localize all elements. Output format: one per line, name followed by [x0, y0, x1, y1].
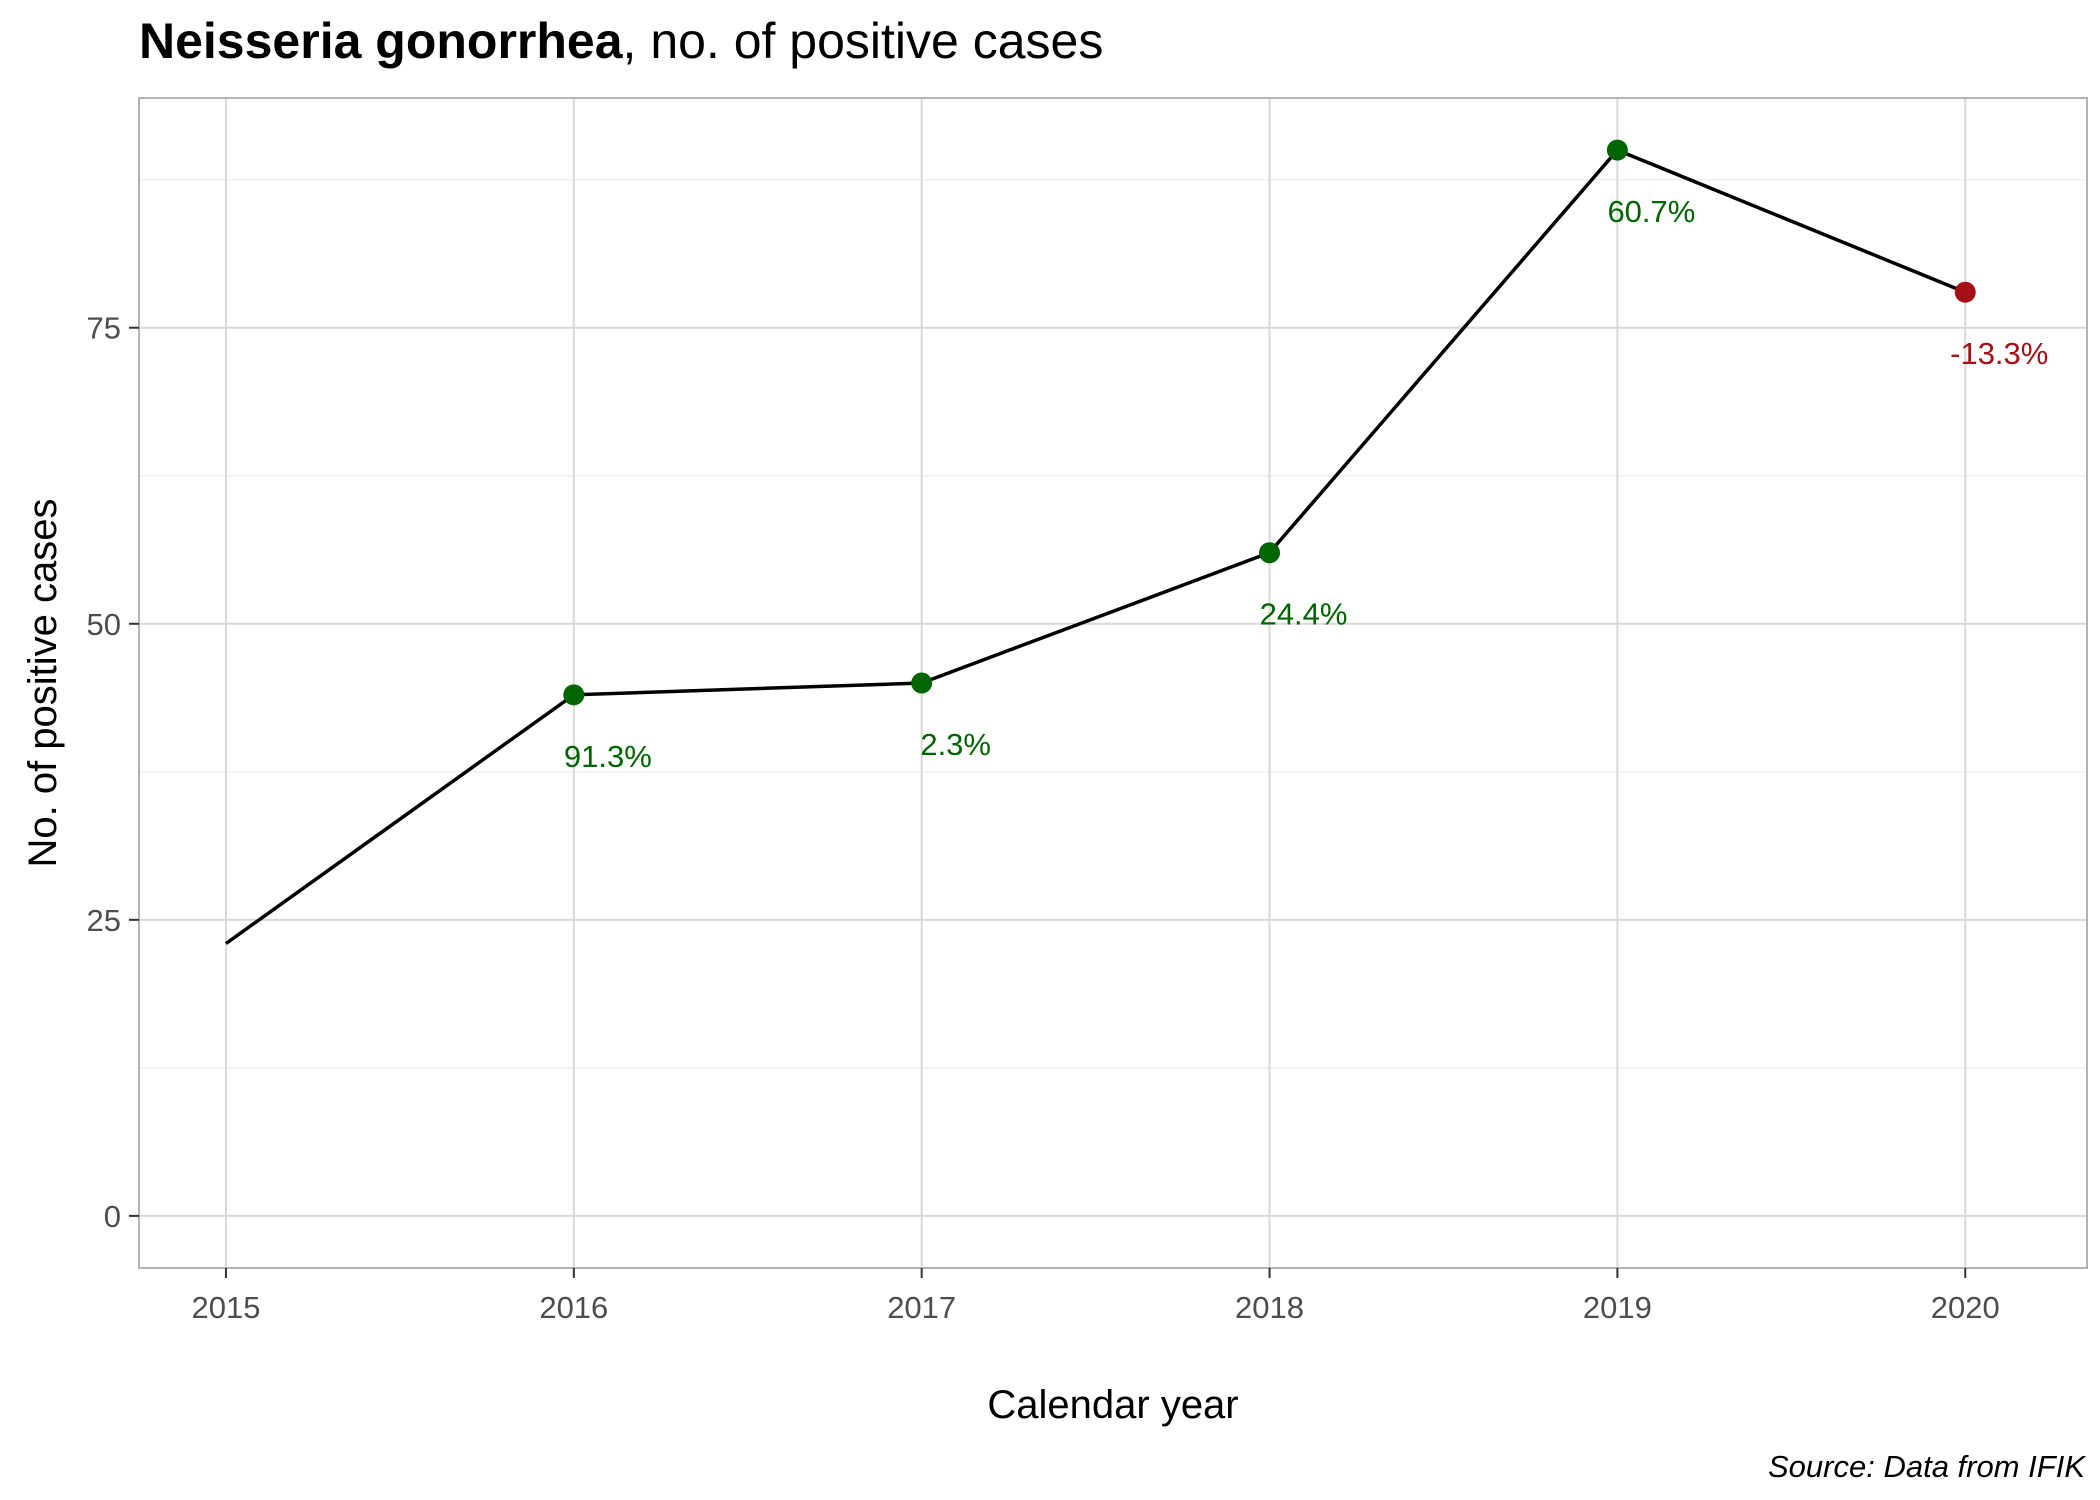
x-tick-label: 2016 [539, 1290, 608, 1325]
change-label: -13.3% [1950, 336, 2048, 371]
y-axis-title: No. of positive cases [21, 498, 65, 867]
grid-lines [139, 98, 2087, 1268]
x-tick-label: 2019 [1583, 1290, 1652, 1325]
data-point [1954, 281, 1976, 303]
data-points-layer [563, 139, 1976, 706]
y-tick-label: 0 [104, 1199, 121, 1234]
change-label: 91.3% [564, 739, 652, 774]
y-tick-label: 50 [87, 607, 121, 642]
x-tick-label: 2018 [1235, 1290, 1304, 1325]
x-tick-label: 2017 [887, 1290, 956, 1325]
change-label: 60.7% [1607, 194, 1695, 229]
data-point [563, 684, 585, 706]
chart-title: Neisseria gonorrhea, no. of positive cas… [139, 13, 1103, 69]
change-labels-layer: 91.3% 2.3% 24.4% 60.7% -13.3% [564, 194, 2048, 774]
change-label: 2.3% [920, 727, 991, 762]
y-tick-label: 75 [87, 311, 121, 346]
series-line-layer [224, 148, 1966, 945]
chart-title-bold: Neisseria gonorrhea [139, 13, 624, 69]
x-tick-label: 2015 [191, 1290, 260, 1325]
y-tick-label: 25 [87, 903, 121, 938]
panel-border [138, 97, 2088, 1269]
x-axis-ticks: 2015 2016 2017 2018 2019 2020 [191, 1268, 2000, 1325]
x-axis-title: Calendar year [987, 1383, 1238, 1427]
chart-title-rest: , no. of positive cases [623, 13, 1104, 69]
data-point [911, 672, 933, 694]
y-axis-ticks: 0 25 50 75 [87, 311, 139, 1234]
x-tick-label: 2020 [1931, 1290, 2000, 1325]
chart-caption: Source: Data from IFIK [1768, 1449, 2086, 1484]
change-label: 24.4% [1260, 597, 1348, 632]
series-line [224, 148, 1966, 945]
data-point [1606, 139, 1628, 161]
data-point [1259, 542, 1281, 564]
